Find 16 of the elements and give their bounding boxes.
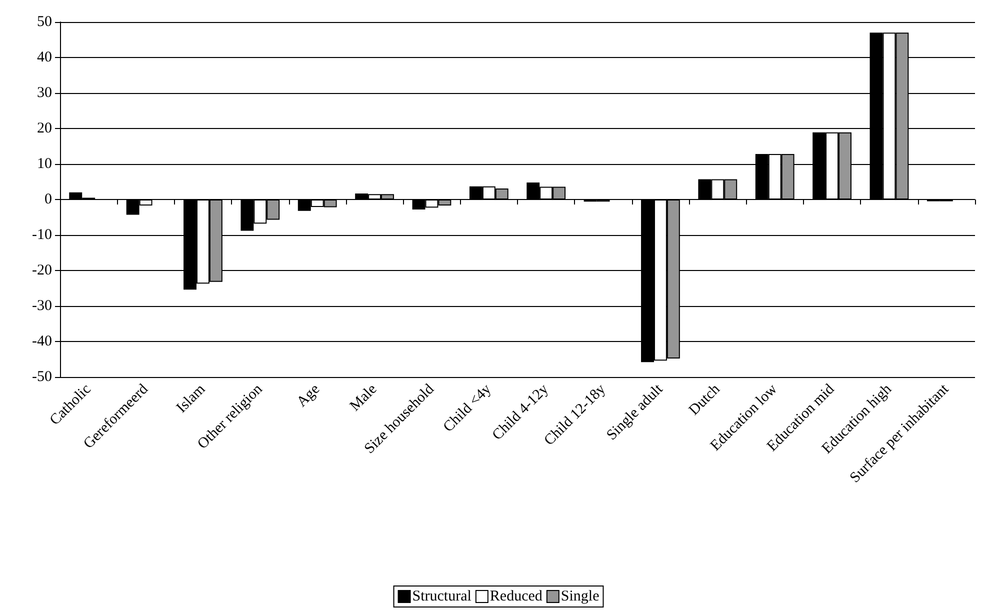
legend-label: Single	[560, 588, 600, 604]
y-tick-label: -40	[32, 334, 52, 350]
legend-label: Reduced	[490, 588, 543, 604]
y-tick-label: 50	[37, 14, 52, 30]
y-tick-label: -50	[32, 369, 52, 385]
y-tick-label: 0	[44, 192, 52, 208]
y-tick-label: -10	[32, 227, 52, 243]
y-tick-label: 40	[37, 50, 52, 66]
x-tick-label: Male	[347, 381, 380, 414]
y-tick-label: -20	[32, 262, 52, 278]
y-tick-label: -30	[32, 298, 52, 314]
y-tick-label: 20	[37, 120, 52, 136]
legend-label: Structural	[412, 588, 472, 604]
x-tick-label: Age	[294, 381, 324, 410]
y-tick-label: 10	[37, 156, 52, 172]
y-tick-label: 30	[37, 85, 52, 101]
